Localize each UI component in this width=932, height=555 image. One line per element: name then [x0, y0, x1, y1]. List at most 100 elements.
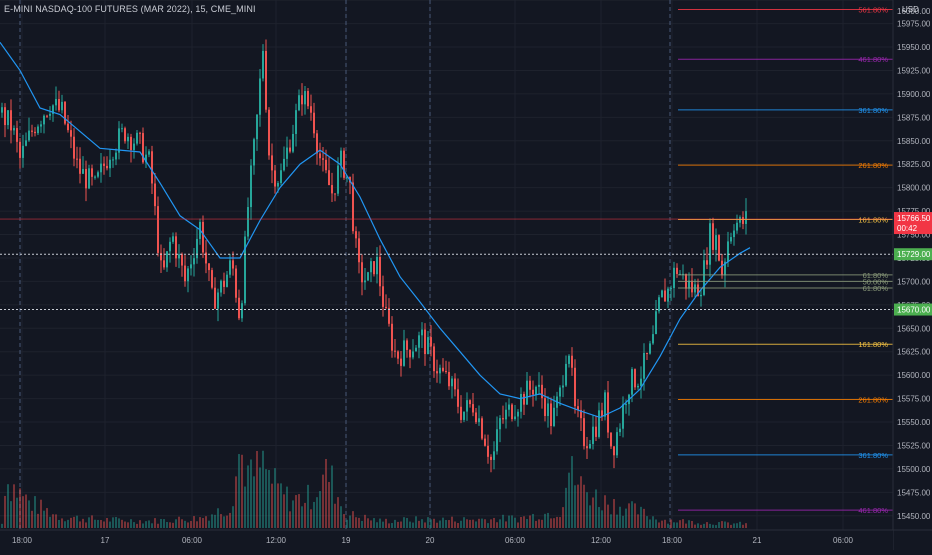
candle-body [97, 172, 99, 177]
price-tick-label: 15500.00 [897, 465, 931, 474]
candle-body [619, 428, 621, 433]
volume-bar [415, 516, 417, 528]
volume-bar [283, 494, 285, 528]
candle-body [595, 426, 597, 437]
volume-bar [742, 524, 744, 528]
volume-bar [91, 515, 93, 528]
volume-bar [568, 472, 570, 528]
candle-body [295, 110, 297, 134]
volume-bar [523, 516, 525, 528]
fib-level-label: 50.00% [863, 277, 889, 286]
volume-bar [373, 518, 375, 528]
volume-bar [346, 519, 348, 528]
volume-bar [61, 518, 63, 528]
volume-bar [466, 519, 468, 528]
volume-bar [427, 517, 429, 528]
volume-bar [469, 519, 471, 528]
candle-body [298, 95, 300, 111]
volume-bar [733, 523, 735, 528]
volume-bar [22, 496, 24, 528]
candle-body [616, 432, 618, 456]
volume-bar [727, 522, 729, 528]
volume-bar [310, 509, 312, 528]
volume-bar [493, 517, 495, 528]
volume-bar [712, 524, 714, 528]
candle-body [403, 340, 405, 366]
candle-body [49, 113, 51, 116]
candle-body [478, 418, 480, 423]
candle-body [652, 334, 654, 344]
price-tick-label: 15900.00 [897, 90, 931, 99]
candle-body [169, 241, 171, 252]
time-tick-label: 12:00 [266, 536, 287, 545]
candle-body [571, 355, 573, 368]
candle-body [85, 169, 87, 189]
candle-body [328, 170, 330, 186]
candle-body [469, 400, 471, 405]
candle-body [637, 385, 639, 388]
candle-body [121, 128, 123, 130]
candle-body [544, 398, 546, 417]
price-tick-label: 15925.00 [897, 66, 931, 75]
volume-bar [514, 517, 516, 528]
candle-body [523, 393, 525, 405]
volume-bar [28, 500, 30, 528]
candle-body [43, 115, 45, 125]
volume-bar [607, 504, 609, 528]
candle-body [226, 274, 228, 287]
candle-body [718, 235, 720, 261]
candle-body [136, 132, 138, 144]
candle-body [580, 409, 582, 419]
candle-body [223, 280, 225, 287]
candle-body [412, 351, 414, 358]
volume-bar [73, 516, 75, 528]
volume-bar [43, 510, 45, 528]
volume-bar [430, 519, 432, 528]
candle-body [658, 297, 660, 312]
volume-bar [199, 517, 201, 528]
volume-bar [391, 523, 393, 528]
candle-body [25, 140, 27, 146]
candle-body [142, 133, 144, 163]
volume-bar [397, 521, 399, 528]
volume-bar [496, 522, 498, 528]
volume-bar [25, 494, 27, 528]
candle-body [319, 153, 321, 159]
candle-body [148, 151, 150, 155]
candle-body [235, 268, 237, 298]
volume-bar [526, 518, 528, 528]
candle-body [52, 105, 54, 114]
price-tick-label: 15825.00 [897, 160, 931, 169]
candle-body [151, 151, 153, 184]
volume-bar [424, 522, 426, 528]
candle-body [232, 260, 234, 269]
volume-bar [475, 521, 477, 528]
volume-bar [13, 484, 15, 528]
volume-bar [406, 517, 408, 528]
candle-body [493, 451, 495, 460]
candle-body [574, 367, 576, 407]
candle-body [433, 346, 435, 372]
volume-bar [562, 507, 564, 528]
candle-body [271, 155, 273, 171]
candle-body [514, 416, 516, 420]
candle-body [475, 412, 477, 423]
volume-bar [592, 497, 594, 528]
candle-body [55, 99, 57, 106]
candle-body [409, 349, 411, 358]
fib-level-label: 261.80% [858, 161, 888, 170]
volume-bar [679, 520, 681, 528]
candle-body [313, 112, 315, 134]
volume-bar [535, 520, 537, 528]
candle-body [598, 410, 600, 437]
candle-body [391, 323, 393, 351]
volume-bar [148, 520, 150, 528]
candle-body [31, 130, 33, 132]
candle-body [421, 329, 423, 336]
volume-bar [421, 519, 423, 528]
volume-bar [388, 523, 390, 528]
volume-bar [280, 483, 282, 528]
candle-body [487, 445, 489, 457]
